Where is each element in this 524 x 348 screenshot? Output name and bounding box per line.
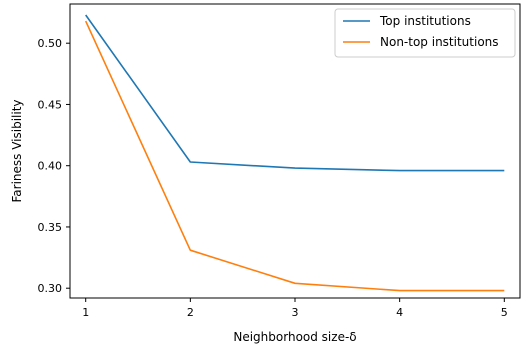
x-tick-label: 1 (82, 306, 89, 319)
x-tick-label: 3 (292, 306, 299, 319)
y-tick-label: 0.30 (38, 282, 63, 295)
y-tick-label: 0.40 (38, 160, 63, 173)
x-tick-label: 2 (187, 306, 194, 319)
y-tick-label: 0.50 (38, 37, 63, 50)
x-tick-label: 4 (396, 306, 403, 319)
y-axis: 0.30 0.35 0.40 0.45 0.50 (38, 37, 70, 295)
legend: Top institutions Non-top institutions (334, 8, 516, 58)
x-axis-label: Neighborhood size-δ (233, 330, 356, 344)
y-tick-label: 0.35 (38, 221, 63, 234)
legend-box (334, 8, 516, 58)
y-tick-label: 0.45 (38, 98, 63, 111)
y-axis-label: Fariness Visibility (10, 99, 24, 202)
legend-label: Top institutions (379, 14, 471, 28)
legend-label: Non-top institutions (380, 35, 499, 49)
x-axis: 1 2 3 4 5 (82, 298, 508, 319)
series-line-non-top-institutions (84, 20, 505, 292)
series-line-top-institutions (85, 14, 505, 172)
x-tick-label: 5 (501, 306, 508, 319)
series-layer (84, 14, 505, 292)
